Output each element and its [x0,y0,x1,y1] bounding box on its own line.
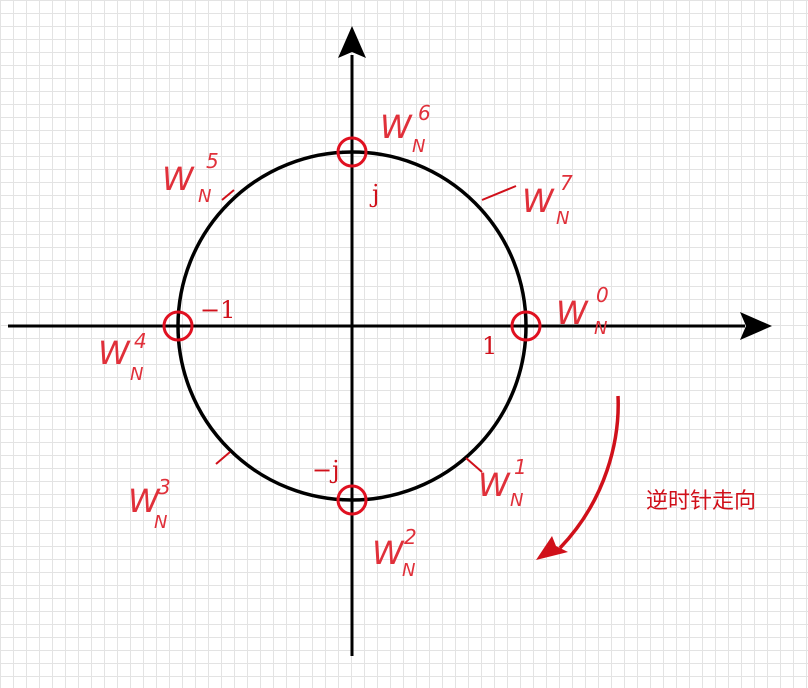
label-j: j [369,180,379,208]
twiddle-w3-exponent: 3 [158,475,171,499]
twiddle-w4-subscript: N [130,364,143,385]
real-axis-arrowhead [740,312,772,340]
twiddle-w0-base: W [556,294,589,332]
tick-w7 [481,185,517,201]
twiddle-w3-subscript: N [154,512,167,533]
twiddle-w5-subscript: N [198,186,211,207]
twiddle-w7-base: W [522,182,555,220]
twiddle-w5-exponent: 5 [206,149,219,173]
direction-note: 逆时针走向 [646,489,756,514]
point-w4-marker [162,310,194,342]
twiddle-w0-exponent: 0 [596,283,609,307]
direction-arrow-curve [558,395,620,550]
twiddle-w5: W 5 N [162,149,219,207]
tick-w5 [221,189,235,201]
twiddle-w1-base: W [478,466,511,504]
twiddle-w0-subscript: N [594,318,607,339]
twiddle-w2-base: W [372,534,405,572]
label-neg-one: −1 [200,296,235,324]
twiddle-w3: W 3 N [128,475,171,533]
twiddle-w2-exponent: 2 [404,525,417,549]
twiddle-w2-subscript: N [402,560,415,581]
imaginary-axis-arrowhead [338,26,366,58]
point-w6-marker [336,136,368,168]
twiddle-w1-exponent: 1 [514,455,527,479]
twiddle-w4: W 4 N [98,329,147,385]
twiddle-w7-subscript: N [556,208,569,229]
label-neg-j: −j [312,456,340,484]
twiddle-w6-subscript: N [412,136,425,157]
twiddle-w2: W 2 N [372,525,417,581]
tick-w3 [215,451,231,465]
twiddle-w4-exponent: 4 [134,329,147,353]
twiddle-w1: W 1 N [478,455,527,511]
point-w2-marker [336,484,368,516]
twiddle-w5-base: W [162,160,195,198]
label-one: 1 [482,332,497,360]
twiddle-w7-exponent: 7 [560,171,573,195]
point-w0-marker [510,310,542,342]
twiddle-w0: W 0 N [556,283,609,339]
twiddle-w1-subscript: N [510,490,523,511]
twiddle-w6: W 6 N [380,101,431,157]
twiddle-w3-base: W [128,482,161,520]
twiddle-w6-base: W [380,108,413,146]
twiddle-w7: W 7 N [522,171,573,229]
direction-arrowhead [536,536,568,560]
twiddle-w4-base: W [98,334,131,372]
tick-w1 [465,457,483,473]
twiddle-w6-exponent: 6 [418,101,431,125]
